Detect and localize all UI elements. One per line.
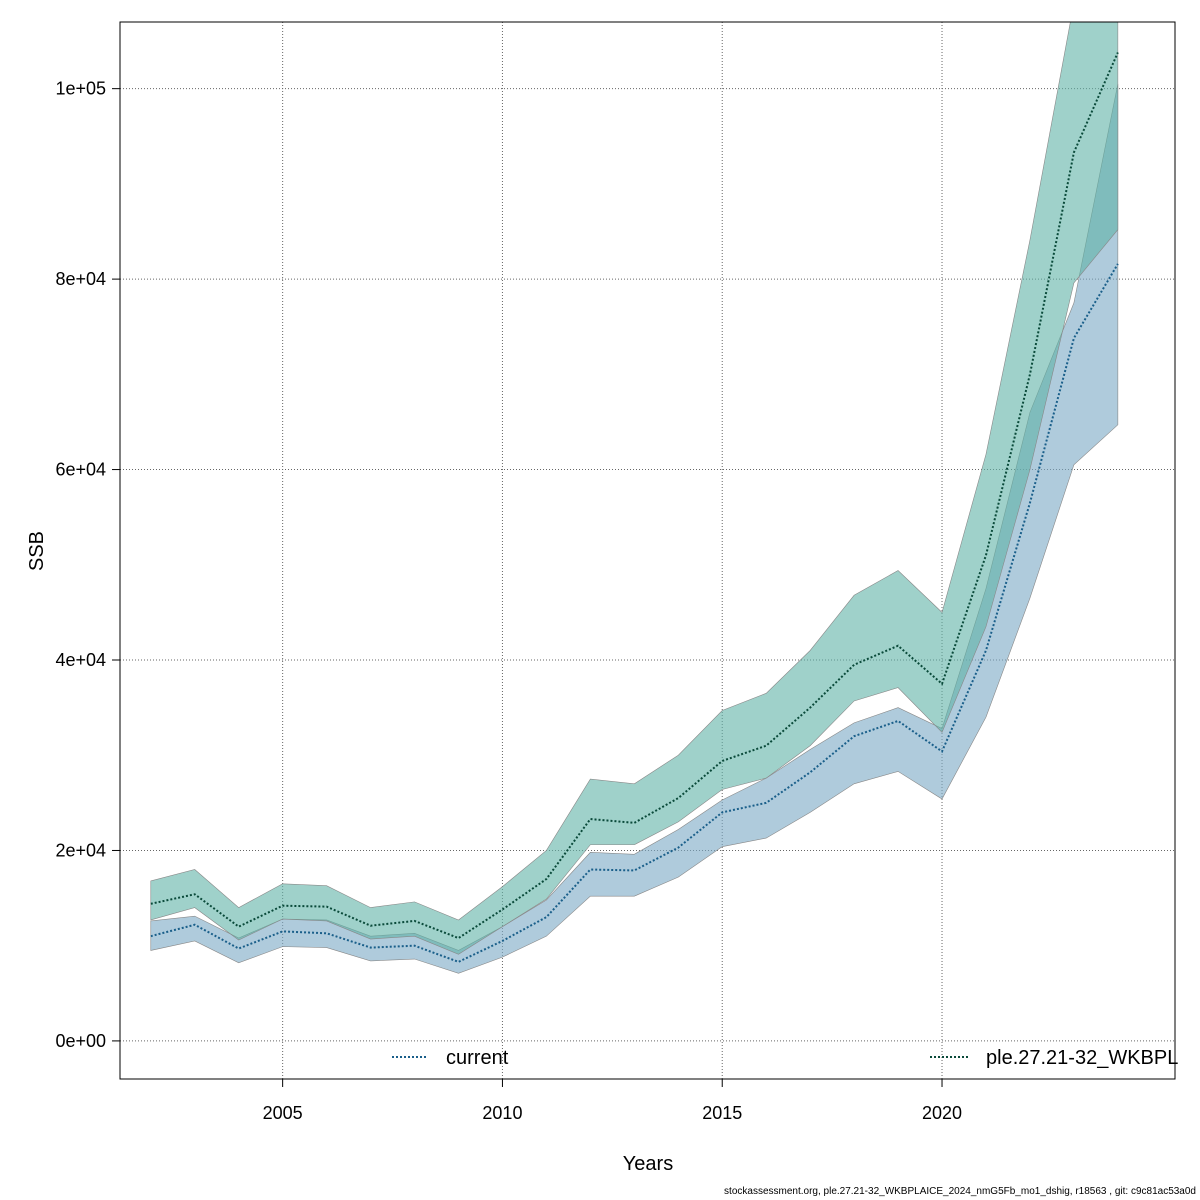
y-tick-label: 0e+00 bbox=[55, 1031, 106, 1051]
series-line-wkbpl bbox=[150, 52, 1119, 940]
y-tick-label: 6e+04 bbox=[55, 460, 106, 480]
x-tick-label: 2015 bbox=[702, 1103, 742, 1123]
legend-label-wkbpl: ple.27.21-32_WKBPL bbox=[986, 1047, 1178, 1069]
x-tick-label: 2010 bbox=[482, 1103, 522, 1123]
confidence-band-wkbpl bbox=[150, 22, 1119, 955]
y-tick-label: 1e+05 bbox=[55, 79, 106, 99]
y-tick-label: 4e+04 bbox=[55, 650, 106, 670]
x-tick-label: 2020 bbox=[922, 1103, 962, 1123]
confidence-bands bbox=[150, 22, 1119, 974]
footer-credit: stockassessment.org, ple.27.21-32_WKBPLA… bbox=[724, 1186, 1196, 1197]
legend-label-current: current bbox=[446, 1047, 509, 1069]
x-axis-title: Years bbox=[623, 1153, 673, 1175]
series-lines bbox=[150, 52, 1119, 963]
y-tick-label: 8e+04 bbox=[55, 269, 106, 289]
axes: 2005 2010 2015 2020 0e+00 2e+04 4e+04 6e+04 8e+0… bbox=[55, 79, 962, 1123]
y-axis-title: SSB bbox=[26, 531, 48, 571]
series-line-current bbox=[150, 263, 1119, 963]
legend: current ple.27.21-32_WKBPL bbox=[392, 1047, 1178, 1069]
y-tick-label: 2e+04 bbox=[55, 840, 106, 860]
x-tick-label: 2005 bbox=[263, 1103, 303, 1123]
plot-frame bbox=[119, 21, 1176, 1080]
